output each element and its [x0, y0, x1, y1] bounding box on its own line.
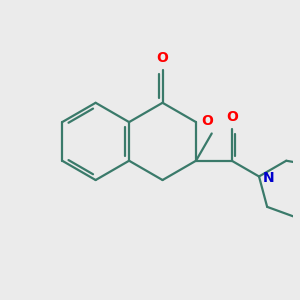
Text: O: O — [226, 110, 238, 124]
Text: O: O — [201, 114, 213, 128]
Text: N: N — [262, 171, 274, 185]
Text: O: O — [157, 51, 169, 65]
